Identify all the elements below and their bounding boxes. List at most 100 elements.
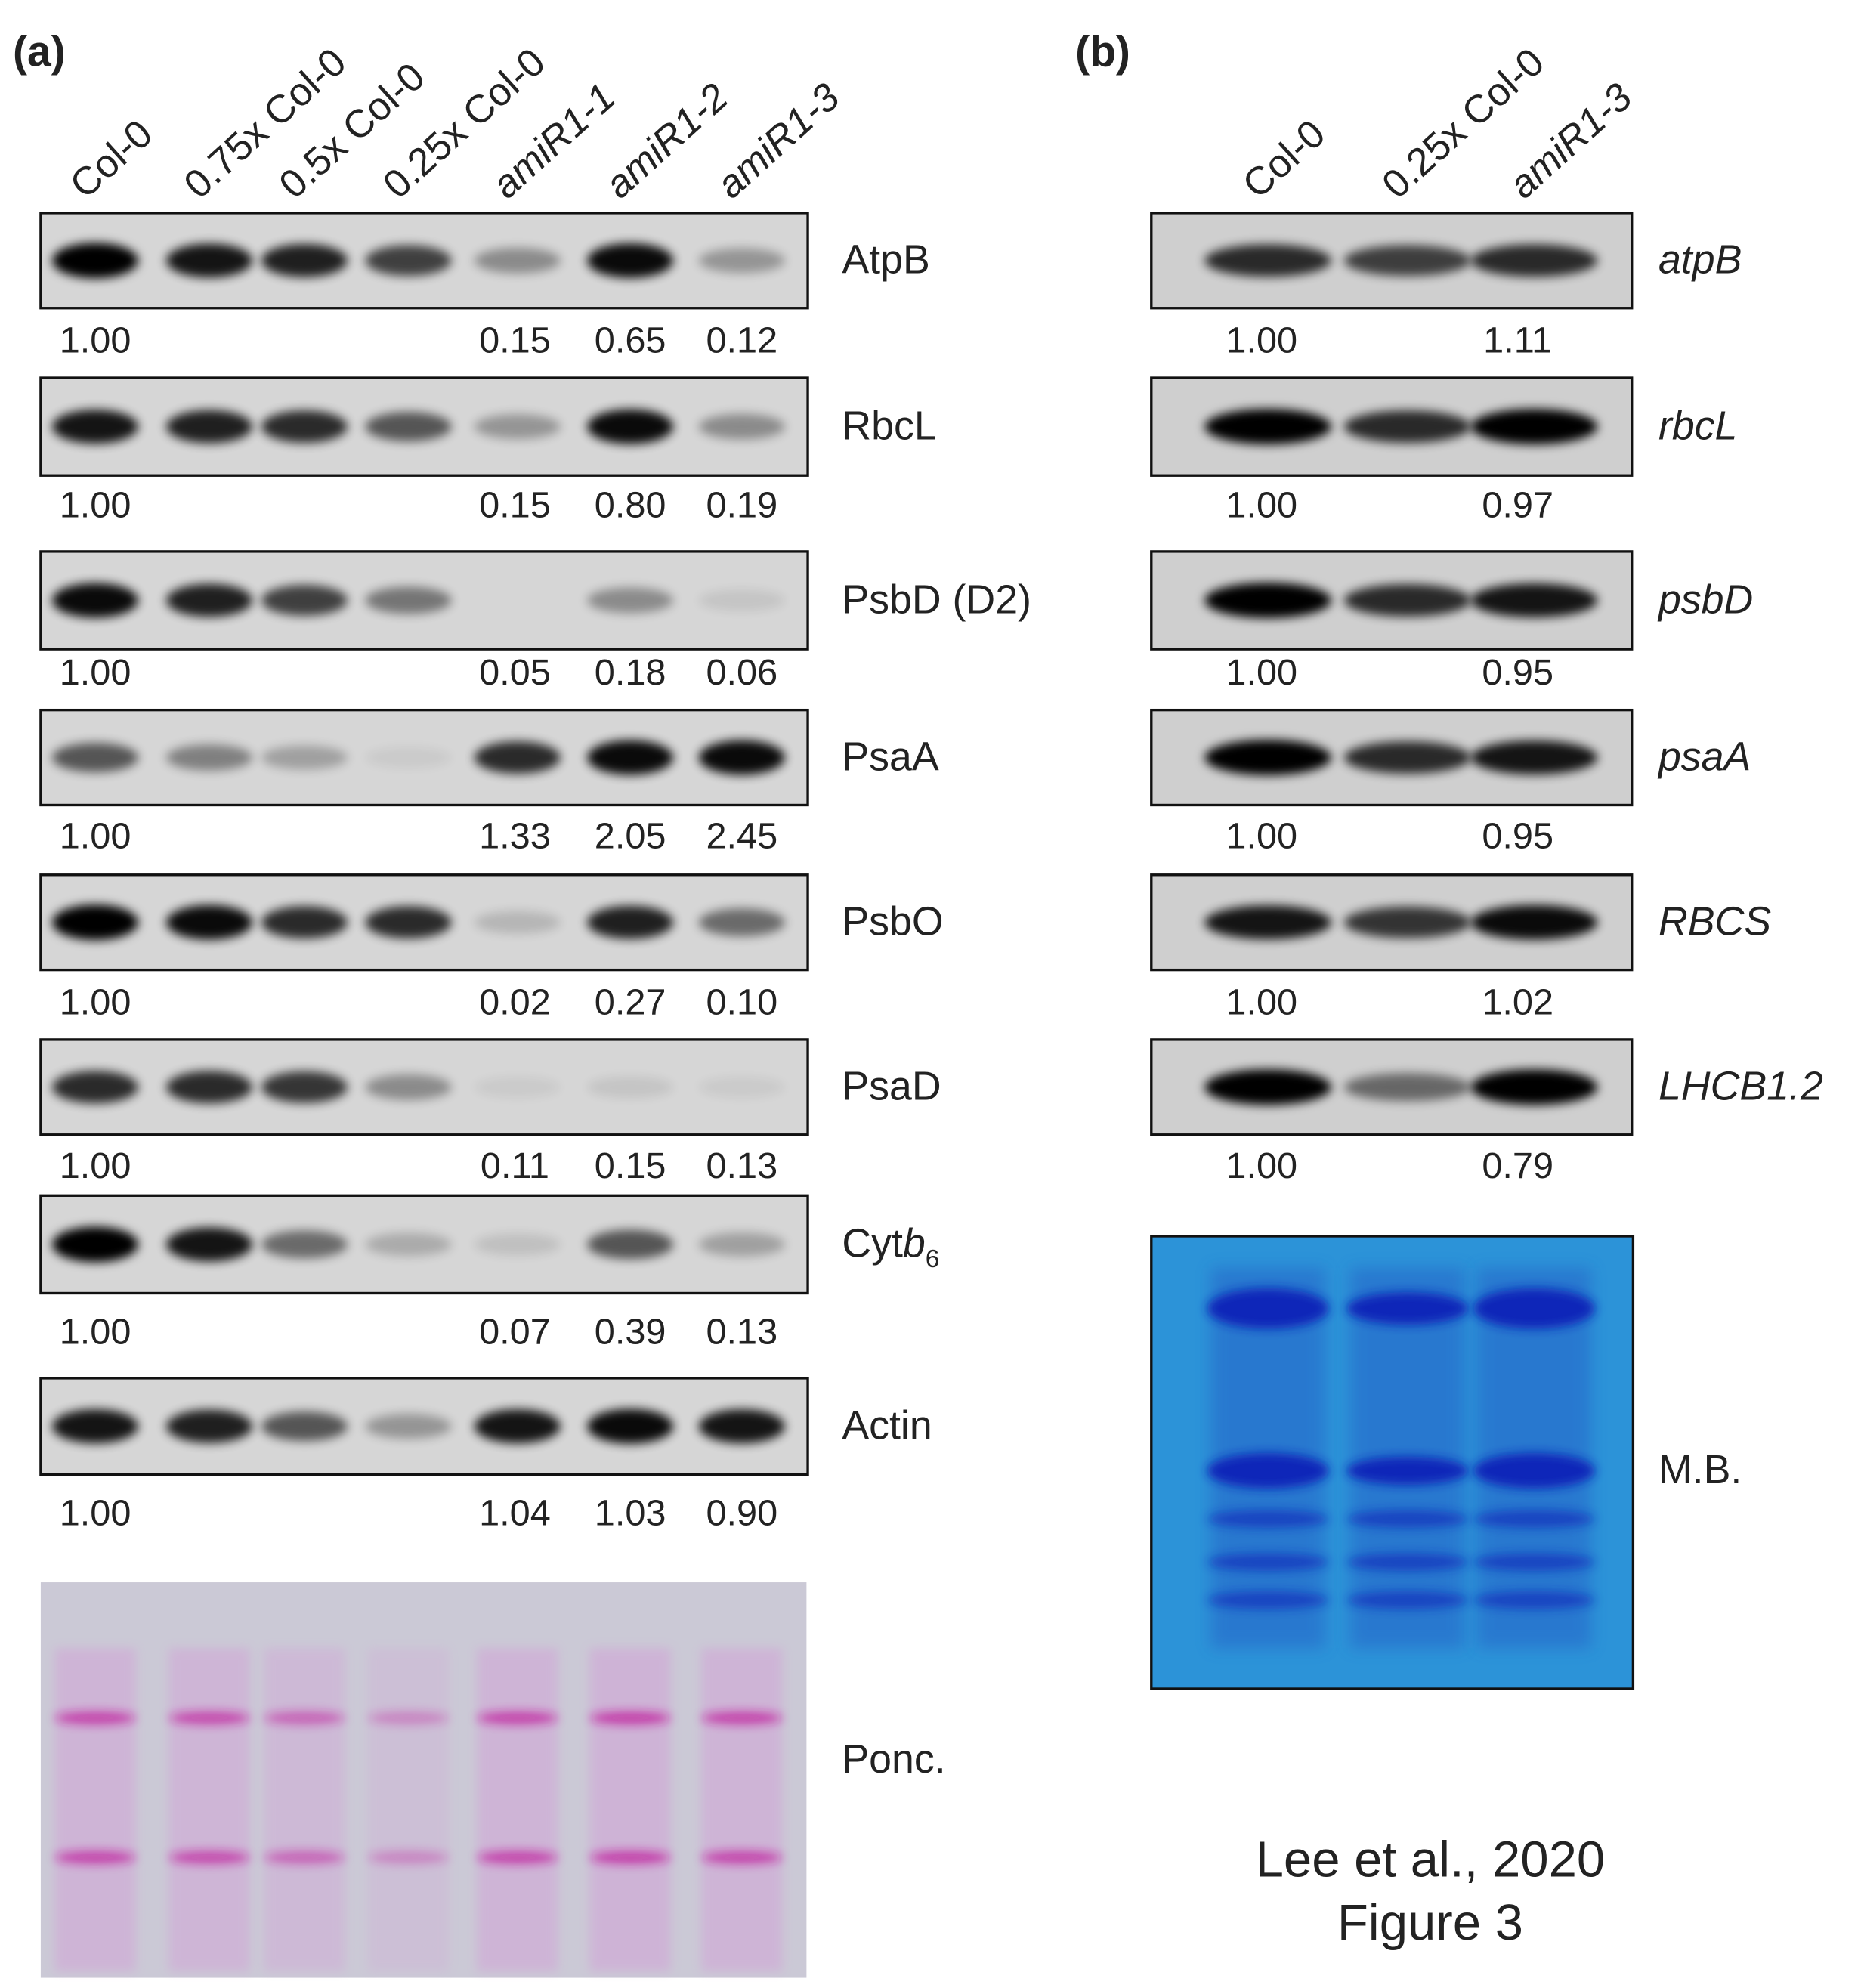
band — [587, 740, 674, 775]
quant-value: 1.00 — [1226, 1145, 1297, 1186]
quant-value: 1.00 — [60, 320, 131, 360]
band — [587, 1076, 674, 1099]
quant-value: 1.00 — [60, 982, 131, 1022]
band — [587, 243, 674, 278]
quant-value: 0.15 — [479, 320, 551, 360]
quant-value: 1.02 — [1482, 982, 1553, 1022]
band — [1204, 244, 1332, 277]
ponceau-lane — [589, 1648, 671, 1972]
band — [166, 243, 253, 278]
mb-band — [1473, 1452, 1596, 1489]
band — [1343, 410, 1471, 444]
quant-value: 0.90 — [706, 1493, 777, 1534]
quant-value: 1.00 — [60, 816, 131, 857]
ponceau-band — [264, 1711, 345, 1724]
ponceau-lane — [367, 1648, 450, 1972]
band — [698, 1232, 785, 1257]
caption: Figure 3 — [1337, 1894, 1523, 1951]
band — [365, 906, 452, 939]
band — [52, 1226, 139, 1263]
band — [52, 410, 139, 444]
band — [166, 1227, 253, 1262]
quant-value: 0.80 — [595, 485, 666, 526]
mb-band — [1207, 1452, 1329, 1489]
band — [261, 243, 348, 277]
blot-label: psbD — [1657, 577, 1753, 622]
lane-label: Col-0 — [62, 112, 161, 207]
band — [1204, 1069, 1332, 1105]
quant-value: 0.13 — [706, 1145, 777, 1186]
band — [474, 414, 561, 440]
band — [1343, 1073, 1471, 1102]
quant-value: 0.79 — [1482, 1145, 1553, 1186]
mb-band — [1207, 1288, 1329, 1329]
quant-value: 0.27 — [595, 982, 666, 1022]
quant-value: 0.65 — [595, 320, 666, 360]
quant-value: 1.11 — [1483, 320, 1552, 360]
lane-label: amiR1-2 — [597, 75, 737, 207]
blot-label: RbcL — [842, 403, 936, 448]
band — [52, 1409, 139, 1444]
band — [698, 740, 785, 775]
ponceau-lane — [701, 1648, 783, 1972]
band — [587, 1408, 674, 1444]
stain-label: M.B. — [1658, 1447, 1742, 1492]
band — [52, 1071, 139, 1104]
lane-label: amiR1-3 — [709, 75, 849, 207]
band — [1470, 904, 1598, 940]
blot-label: RBCS — [1658, 898, 1771, 944]
band — [698, 908, 785, 937]
band — [365, 1074, 452, 1100]
band — [587, 409, 674, 444]
band — [1470, 1069, 1598, 1105]
band — [261, 1230, 348, 1259]
quant-value: 1.04 — [479, 1493, 551, 1534]
band — [166, 410, 253, 444]
quant-value: 0.39 — [595, 1312, 666, 1353]
ponceau-band — [477, 1850, 558, 1864]
quant-value: 0.06 — [706, 652, 777, 693]
ponceau-band — [589, 1850, 671, 1864]
blot-label: PsaA — [842, 734, 939, 779]
blot-label-part: Cyt — [842, 1221, 903, 1266]
quant-value: 1.00 — [1226, 816, 1297, 857]
blot-label: psaA — [1657, 734, 1751, 779]
band — [1343, 584, 1471, 617]
band — [166, 1409, 253, 1443]
ponceau-lane — [168, 1648, 250, 1972]
band — [698, 1076, 785, 1098]
band — [166, 744, 253, 771]
quant-value: 1.00 — [1226, 982, 1297, 1022]
band — [365, 1414, 452, 1439]
blot-label: AtpB — [842, 237, 929, 283]
quant-value: 0.13 — [706, 1312, 777, 1353]
band — [474, 247, 561, 274]
band — [1343, 245, 1471, 277]
band — [1470, 740, 1598, 775]
band — [474, 911, 561, 934]
band — [52, 583, 139, 618]
ponceau-lane — [264, 1648, 345, 1972]
band — [52, 904, 139, 941]
band — [1470, 583, 1598, 617]
ponceau-band — [54, 1711, 136, 1724]
quant-value: 0.15 — [595, 1145, 666, 1186]
ponceau-band — [264, 1850, 345, 1864]
band — [1343, 906, 1471, 938]
blot-label: LHCB1.2 — [1658, 1064, 1823, 1109]
stain-label: Ponc. — [842, 1736, 945, 1782]
quant-value: 1.00 — [60, 1493, 131, 1534]
ponceau-band — [701, 1711, 783, 1724]
band — [698, 248, 785, 274]
quant-value: 0.02 — [479, 982, 551, 1022]
ponceau-band — [701, 1850, 783, 1864]
band — [1343, 741, 1471, 774]
ponceau-band — [367, 1850, 450, 1864]
band — [365, 586, 452, 614]
mb-band — [1346, 1510, 1469, 1528]
mb-band — [1473, 1288, 1596, 1329]
panel-label: (b) — [1075, 27, 1130, 76]
band — [474, 1076, 561, 1098]
